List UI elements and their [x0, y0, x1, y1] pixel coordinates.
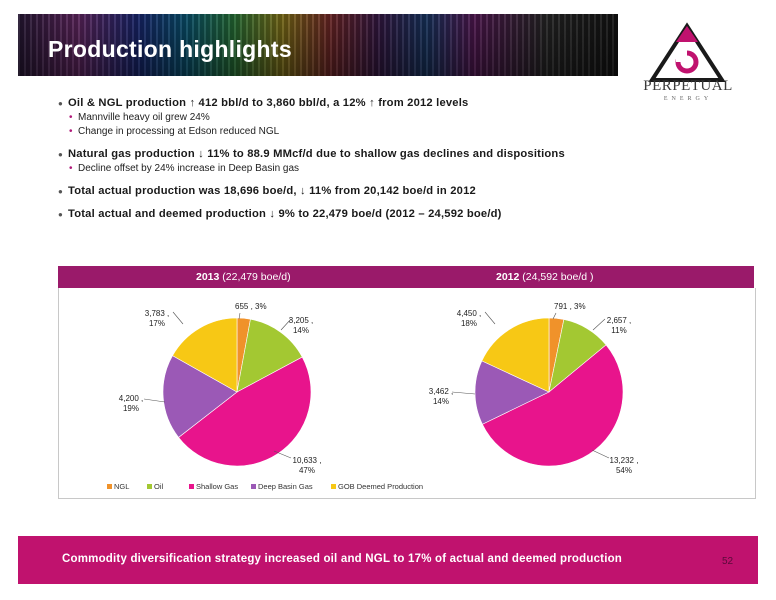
data-label-2012-gob-deemed-production: 4,450 ,: [457, 309, 481, 318]
bullet-total-actual: Total actual production was 18,696 boe/d…: [58, 185, 618, 199]
pie-slice-2012-deep-basin-gas: [474, 360, 550, 425]
chart-header-2013-year: 2013: [196, 271, 220, 283]
bullet-total-deemed: Total actual and deemed production ↓ 9% …: [58, 208, 618, 222]
pie-slice-2013-shallow-gas: [178, 356, 312, 467]
bullet-natural-gas: Natural gas production ↓ 11% to 88.9 MMc…: [58, 148, 618, 162]
sub-bullet-deep-basin: Decline offset by 24% increase in Deep B…: [58, 163, 618, 174]
chart-header-2012-year: 2012: [496, 271, 520, 283]
legend-label-ngl: NGL: [114, 482, 129, 491]
data-label-2013-gob-deemed-production: 17%: [149, 319, 165, 328]
legend-swatch-oil: [147, 484, 152, 489]
data-label-2013-shallow-gas: 47%: [299, 466, 315, 475]
chart-header-2012: 2012 (24,592 boe/d ): [496, 271, 594, 283]
legend-label-shallow-gas: Shallow Gas: [196, 482, 238, 491]
legend-label-oil: Oil: [154, 482, 164, 491]
leader-line-2012-deep-basin-gas: [451, 391, 476, 395]
pie-charts: 655 , 3%3,205 ,14%10,633 ,47%4,200 ,19%3…: [107, 302, 639, 491]
company-logo: [648, 22, 726, 82]
pie-slice-2013-gob-deemed-production: [172, 317, 238, 393]
data-label-2013-ngl: 655 , 3%: [235, 302, 267, 311]
leader-line-2012-shallow-gas: [591, 449, 610, 459]
legend-swatch-shallow-gas: [189, 484, 194, 489]
leader-line-2013-gob-deemed-production: [172, 311, 184, 325]
chart-header-2012-total: (24,592 boe/d ): [522, 271, 594, 283]
data-label-2013-gob-deemed-production: 3,783 ,: [145, 309, 169, 318]
chart-header-2013-total: (22,479 boe/d): [222, 271, 291, 283]
data-label-2013-shallow-gas: 10,633 ,: [293, 456, 322, 465]
pie-slice-2013-deep-basin-gas: [162, 355, 238, 438]
leader-line-2012-oil: [592, 318, 606, 331]
leader-line-2013-deep-basin-gas: [143, 398, 166, 403]
pie-slice-2012-gob-deemed-production: [481, 317, 550, 393]
chart-header-band: 2013 (22,479 boe/d) 2012 (24,592 boe/d ): [58, 266, 754, 288]
legend-swatch-gob-deemed-production: [331, 484, 336, 489]
bullet-oil-ngl: Oil & NGL production ↑ 412 bbl/d to 3,86…: [58, 97, 618, 111]
page-title: Production highlights: [48, 36, 292, 62]
data-label-2013-deep-basin-gas: 4,200 ,: [119, 394, 143, 403]
data-label-2012-shallow-gas: 54%: [616, 466, 632, 475]
leader-line-2013-oil: [280, 318, 292, 331]
chart-header-2013: 2013 (22,479 boe/d): [196, 271, 291, 283]
page-number: 52: [722, 556, 734, 567]
legend-label-deep-basin-gas: Deep Basin Gas: [258, 482, 313, 491]
leader-line-2013-shallow-gas: [273, 450, 292, 459]
sub-bullet-edson: Change in processing at Edson reduced NG…: [58, 126, 618, 137]
legend-swatch-ngl: [107, 484, 112, 489]
pie-slice-2012-shallow-gas: [481, 344, 624, 467]
leader-line-2013-ngl: [238, 312, 241, 320]
legend-label-gob-deemed-production: GOB Deemed Production: [338, 482, 423, 491]
bullet-list: Oil & NGL production ↑ 412 bbl/d to 3,86…: [58, 97, 618, 223]
footer-bar: Commodity diversification strategy incre…: [18, 536, 758, 584]
data-label-2013-oil: 14%: [293, 326, 309, 335]
logo-mark-icon: [648, 22, 726, 82]
legend-swatch-deep-basin-gas: [251, 484, 256, 489]
data-label-2012-shallow-gas: 13,232 ,: [610, 456, 639, 465]
title-banner: [18, 14, 618, 76]
chart-panel: 655 , 3% 3,205 , 14% 10,633 , 47% 4,200 , 19% 3…: [58, 288, 756, 499]
data-label-2013-oil: 3,205 ,: [289, 316, 313, 325]
data-label-2012-ngl: 791 , 3%: [554, 302, 586, 311]
data-label-2013-deep-basin-gas: 19%: [123, 404, 139, 413]
data-label-2012-deep-basin-gas: 3,462 ,: [429, 387, 453, 396]
data-label-2012-gob-deemed-production: 18%: [461, 319, 477, 328]
leader-line-2012-gob-deemed-production: [484, 311, 496, 325]
footer-text: Commodity diversification strategy incre…: [62, 553, 623, 565]
data-label-2012-oil: 2,657 ,: [607, 316, 631, 325]
logo-subtitle: ENERGY: [663, 96, 713, 102]
pie-slice-2013-oil: [236, 318, 303, 393]
logo-name: PERPETUAL: [643, 78, 733, 94]
sub-bullet-mannville: Mannville heavy oil grew 24%: [58, 112, 618, 123]
data-label-2012-oil: 11%: [611, 326, 626, 335]
leader-line-2012-ngl: [552, 312, 557, 320]
data-label-2012-deep-basin-gas: 14%: [433, 397, 449, 406]
